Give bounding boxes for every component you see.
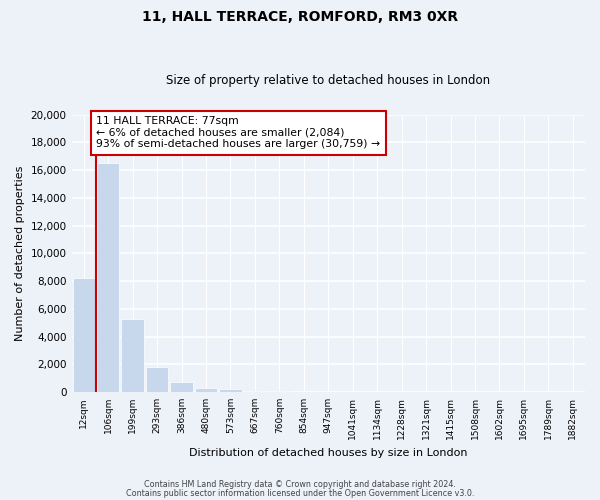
Text: 11 HALL TERRACE: 77sqm
← 6% of detached houses are smaller (2,084)
93% of semi-d: 11 HALL TERRACE: 77sqm ← 6% of detached …: [97, 116, 380, 149]
Bar: [121, 318, 144, 392]
Bar: [170, 382, 193, 392]
Bar: [195, 388, 217, 392]
Bar: [97, 163, 119, 392]
Title: Size of property relative to detached houses in London: Size of property relative to detached ho…: [166, 74, 490, 87]
Bar: [219, 390, 242, 392]
Text: Contains HM Land Registry data © Crown copyright and database right 2024.: Contains HM Land Registry data © Crown c…: [144, 480, 456, 489]
Bar: [73, 278, 95, 392]
Bar: [244, 391, 266, 392]
Y-axis label: Number of detached properties: Number of detached properties: [15, 166, 25, 341]
Bar: [146, 367, 169, 392]
Text: 11, HALL TERRACE, ROMFORD, RM3 0XR: 11, HALL TERRACE, ROMFORD, RM3 0XR: [142, 10, 458, 24]
Text: Contains public sector information licensed under the Open Government Licence v3: Contains public sector information licen…: [126, 488, 474, 498]
X-axis label: Distribution of detached houses by size in London: Distribution of detached houses by size …: [189, 448, 467, 458]
